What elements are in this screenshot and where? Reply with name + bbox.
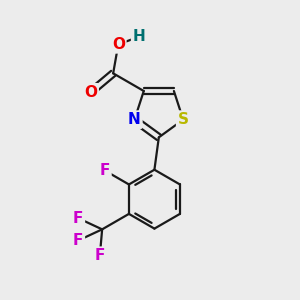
Text: S: S — [178, 112, 189, 127]
Text: F: F — [94, 248, 105, 263]
Text: F: F — [73, 233, 83, 248]
Text: F: F — [100, 163, 110, 178]
Text: H: H — [133, 29, 146, 44]
Text: O: O — [84, 85, 97, 100]
Text: N: N — [128, 112, 141, 127]
Text: O: O — [112, 37, 125, 52]
Text: F: F — [73, 211, 83, 226]
